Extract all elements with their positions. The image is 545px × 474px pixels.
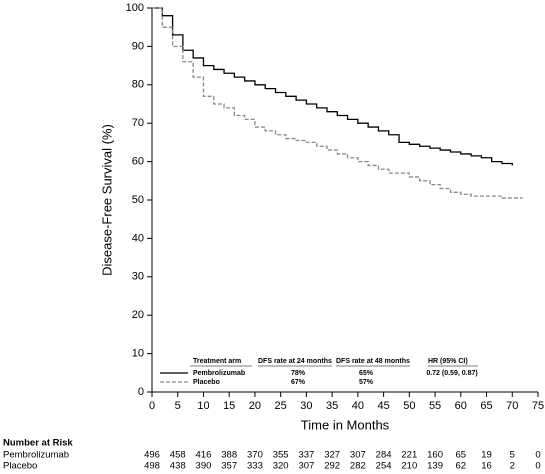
y-tick-label: 70 (132, 117, 144, 129)
risk-count: 62 (456, 461, 467, 472)
risk-count: 333 (247, 461, 263, 472)
x-tick-label: 5 (175, 400, 181, 412)
y-tick-label: 60 (132, 156, 144, 168)
y-axis-label: Disease-Free Survival (%) (99, 124, 114, 276)
y-tick-label: 90 (132, 40, 144, 52)
legend-label: Pembrolizumab (193, 370, 245, 377)
risk-count: 357 (221, 461, 237, 472)
x-tick-label: 40 (352, 400, 364, 412)
risk-count: 320 (273, 461, 289, 472)
risk-count: 458 (170, 450, 186, 461)
risk-row-label: Placebo (3, 461, 37, 472)
risk-count: 65 (456, 450, 467, 461)
risk-count: 2 (510, 461, 515, 472)
x-tick-label: 60 (455, 400, 467, 412)
x-tick-label: 45 (377, 400, 389, 412)
risk-count: 254 (376, 461, 392, 472)
x-tick-label: 30 (300, 400, 312, 412)
x-tick-label: 70 (506, 400, 518, 412)
risk-count: 307 (350, 450, 366, 461)
legend-value: 57% (359, 379, 374, 386)
legend-header: Treatment arm (193, 358, 241, 365)
x-tick-label: 35 (326, 400, 338, 412)
risk-count: 292 (324, 461, 340, 472)
risk-count: 160 (427, 450, 443, 461)
x-axis-label: Time in Months (301, 417, 390, 432)
risk-count: 221 (401, 450, 417, 461)
x-tick-label: 20 (249, 400, 261, 412)
risk-title: Number at Risk (3, 438, 73, 449)
risk-count: 284 (376, 450, 392, 461)
risk-count: 388 (221, 450, 237, 461)
legend-header: DFS rate at 24 months (258, 358, 332, 365)
x-tick-label: 50 (403, 400, 415, 412)
legend-header: DFS rate at 48 months (336, 358, 410, 365)
risk-count: 370 (247, 450, 263, 461)
x-tick-label: 0 (149, 400, 155, 412)
legend-value: 78% (291, 370, 306, 377)
y-tick-label: 30 (132, 271, 144, 283)
y-tick-label: 50 (132, 194, 144, 206)
risk-count: 19 (481, 450, 492, 461)
y-tick-label: 20 (132, 309, 144, 321)
risk-count: 498 (144, 461, 160, 472)
risk-count: 337 (298, 450, 314, 461)
x-tick-label: 10 (197, 400, 209, 412)
y-tick-label: 40 (132, 232, 144, 244)
risk-count: 0 (535, 450, 540, 461)
legend-value: 0.72 (0.59, 0.87) (426, 370, 477, 377)
risk-count: 416 (196, 450, 212, 461)
legend-header: HR (95% CI) (428, 358, 468, 365)
legend-label: Placebo (193, 379, 220, 386)
risk-count: 327 (324, 450, 340, 461)
risk-count: 210 (401, 461, 417, 472)
y-tick-label: 100 (126, 2, 144, 14)
risk-count: 307 (298, 461, 314, 472)
km-curve (152, 7, 523, 199)
x-tick-label: 15 (223, 400, 235, 412)
y-tick-label: 10 (132, 348, 144, 360)
legend-value: 65% (359, 370, 374, 377)
risk-count: 282 (350, 461, 366, 472)
risk-row-label: Pembrolizumab (3, 450, 69, 461)
risk-count: 390 (196, 461, 212, 472)
x-tick-label: 65 (480, 400, 492, 412)
x-tick-label: 25 (275, 400, 287, 412)
risk-count: 355 (273, 450, 289, 461)
legend-value: 67% (291, 379, 306, 386)
km-curve (152, 7, 513, 166)
y-tick-label: 80 (132, 79, 144, 91)
y-tick-label: 0 (138, 386, 144, 398)
risk-count: 16 (481, 461, 492, 472)
risk-count: 5 (510, 450, 515, 461)
x-tick-label: 55 (429, 400, 441, 412)
x-tick-label: 75 (532, 400, 544, 412)
risk-count: 438 (170, 461, 186, 472)
risk-count: 496 (144, 450, 160, 461)
risk-count: 139 (427, 461, 443, 472)
risk-count: 0 (535, 461, 540, 472)
